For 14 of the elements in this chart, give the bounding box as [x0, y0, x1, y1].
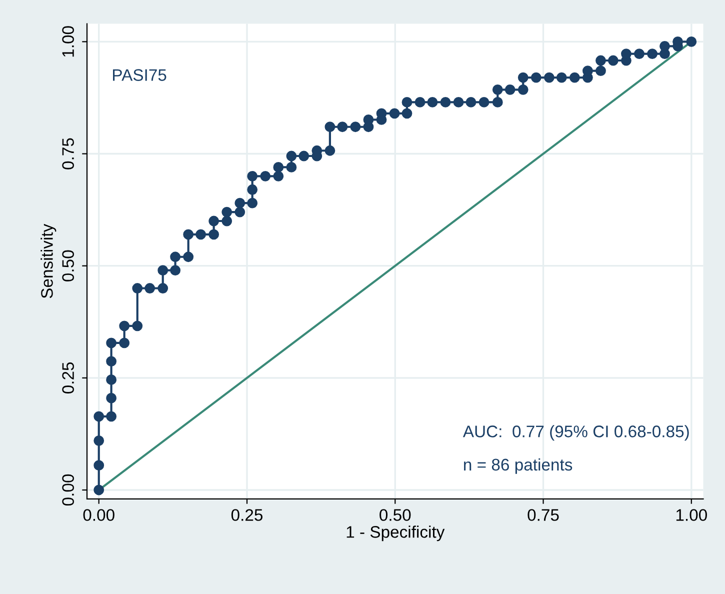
annotation: n = 86 patients	[464, 458, 572, 474]
x-tick-label: 0.00	[83, 509, 114, 521]
annotation: PASI75	[113, 69, 166, 81]
x-axis-title: 1 - Specificity	[346, 526, 445, 542]
y-tick-label: 0.25	[62, 362, 74, 394]
annotation: AUC: 0.77 (95% CI 0.68-0.85)	[462, 425, 689, 441]
y-tick-label: 1.00	[62, 26, 74, 57]
y-tick-label: 0.50	[62, 250, 74, 282]
y-tick-label: 0.75	[62, 138, 74, 170]
x-tick-label: 0.25	[231, 509, 263, 521]
x-tick-label: 1.00	[676, 509, 707, 521]
x-tick-label: 0.75	[528, 509, 559, 521]
y-axis-title: Sensitivity	[40, 224, 56, 298]
x-tick-label: 0.50	[380, 509, 411, 521]
